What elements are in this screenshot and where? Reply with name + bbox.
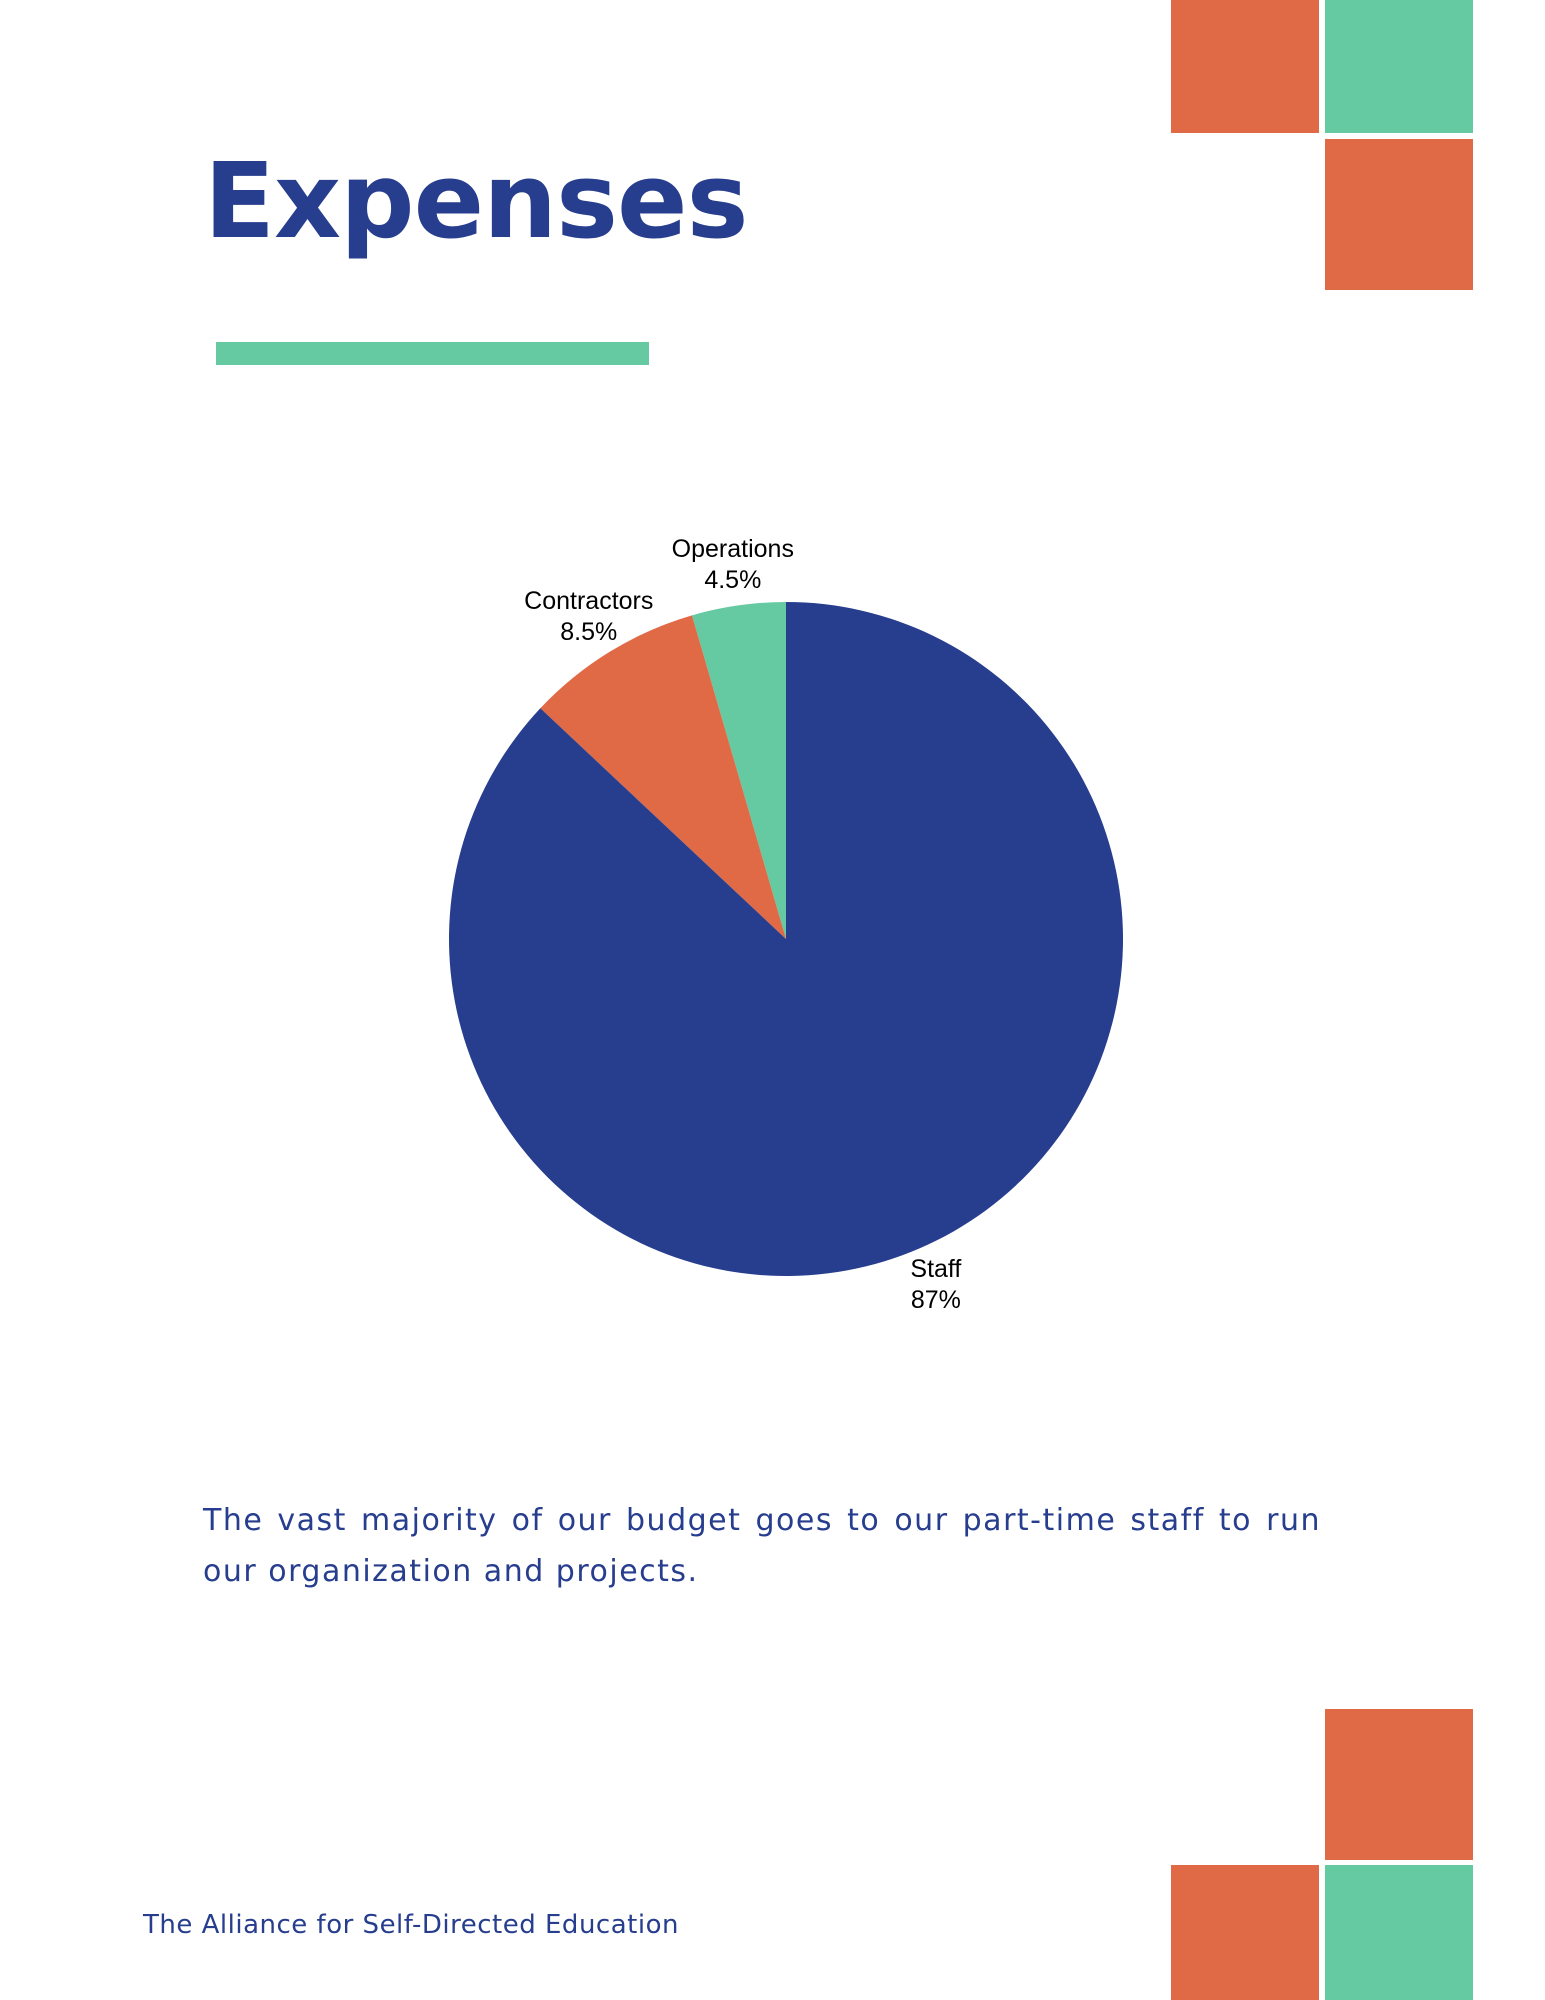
- deco-square: [1171, 0, 1319, 133]
- deco-square: [1325, 0, 1473, 133]
- page-title: Expenses: [204, 140, 748, 262]
- slice-label: Contractors: [524, 587, 653, 615]
- deco-square: [1325, 1709, 1473, 1860]
- slice-value-label: 8.5%: [560, 618, 617, 646]
- chart: Operations 4.5% Contractors 8.5% Staff 87%: [449, 535, 1123, 1314]
- pie-slice: [449, 602, 1123, 1277]
- pie-slice: [691, 602, 786, 939]
- title-underline: [216, 342, 649, 365]
- slice-value-label: 87%: [911, 1286, 961, 1314]
- footer-text: The Alliance for Self-Directed Education: [143, 1910, 679, 1940]
- deco-square: [1171, 1865, 1319, 2000]
- slice-label: Staff: [910, 1255, 961, 1283]
- slice-label: Operations: [672, 535, 794, 563]
- deco-square: [1325, 1865, 1473, 2000]
- body-text: The vast majority of our budget goes to …: [203, 1503, 1321, 1589]
- pie-slice: [540, 615, 786, 939]
- slice-value-label: 4.5%: [704, 566, 761, 594]
- deco-square: [1325, 139, 1473, 290]
